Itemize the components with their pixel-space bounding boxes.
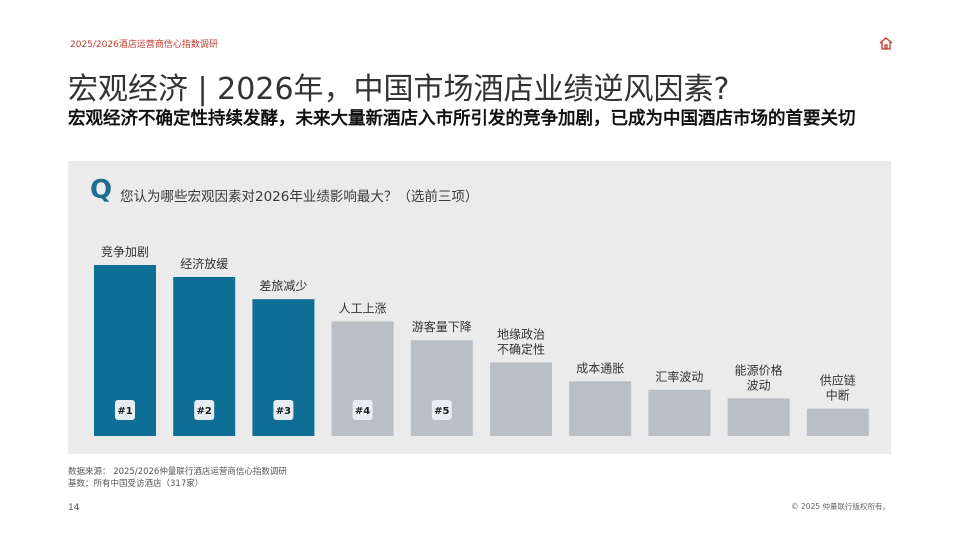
bar-7 — [569, 381, 632, 436]
category-label: 竞争加剧 — [101, 245, 149, 259]
page-subtitle: 宏观经济不确定性持续发酵，未来大量新酒店入市所引发的竞争加剧，已成为中国酒店市场… — [68, 109, 856, 129]
bar-10 — [806, 408, 869, 436]
chart-panel: 竞争加剧 #1 经济放缓 #2 差旅减少 #3 人工上涨 #4 游客量下降 #5 地缘政治不确定性成… — [68, 161, 891, 454]
category-label: 成本通胀 — [576, 361, 624, 375]
category-label: 汇率波动 — [655, 369, 703, 384]
page-title: 宏观经济 | 2026年，中国市场酒店业绩逆风因素? — [68, 72, 730, 107]
question-mark-icon: Q — [90, 175, 113, 205]
category-label: 能源价格波动 — [735, 362, 783, 392]
rank-badge — [273, 400, 294, 420]
survey-question: 您认为哪些宏观因素对2026年业绩影响最大？（选前三项） — [120, 189, 479, 205]
data-source-note: 数据来源： 2025/2026仲量联行酒店运营商信心指数调研 — [68, 467, 287, 477]
rank-label: #3 — [276, 406, 291, 417]
rank-badge — [352, 400, 373, 420]
rank-badge — [115, 400, 135, 420]
page-number: 14 — [68, 503, 80, 513]
category-label: 差旅减少 — [259, 279, 307, 293]
bar-chart: 竞争加剧 #1 经济放缓 #2 差旅减少 #3 人工上涨 #4 游客量下降 #5 地缘政治不确定性成… — [94, 245, 869, 436]
sample-base-note: 基数：所有中国受访酒店（317家） — [68, 479, 204, 489]
bar-9 — [727, 398, 790, 436]
category-label: 经济放缓 — [180, 256, 228, 271]
rank-label: #2 — [197, 406, 212, 417]
report-header-tag: 2025/2026酒店运营商信心指数调研 — [70, 40, 218, 50]
bar-6 — [490, 362, 552, 436]
rank-label: #1 — [117, 406, 132, 417]
category-label: 人工上涨 — [339, 300, 387, 315]
bar-5 — [410, 340, 473, 436]
home-icon[interactable] — [878, 36, 894, 50]
rank-badge — [431, 400, 452, 420]
category-label: 地缘政治不确定性 — [497, 327, 545, 356]
copyright-notice: © 2025 仲量联行版权所有。 — [791, 502, 890, 511]
category-label: 游客量下降 — [412, 319, 472, 334]
rank-label: #5 — [434, 406, 449, 417]
category-label: 供应链中断 — [820, 373, 856, 403]
rank-badge — [194, 400, 215, 420]
bar-8 — [648, 389, 711, 436]
rank-label: #4 — [355, 406, 370, 417]
